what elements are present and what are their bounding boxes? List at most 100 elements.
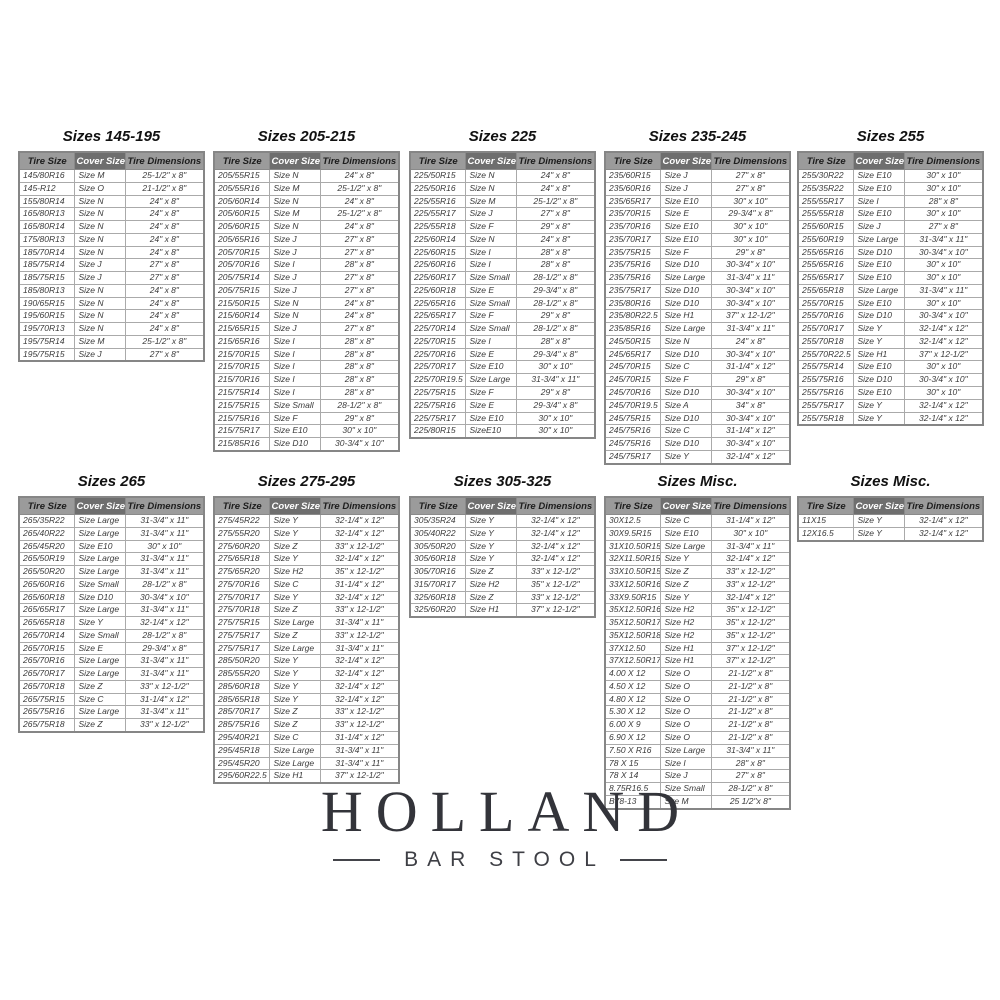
tire-dimensions-cell: 31-3/4" x 11" bbox=[319, 743, 400, 758]
table-row: 30X12.5 Size C 31-1/4" x 12" bbox=[604, 514, 791, 528]
tire-dimensions-cell: 27" x 8" bbox=[710, 169, 791, 183]
column-header-tire-size: Tire Size bbox=[409, 496, 467, 515]
tire-size-cell: 4.50 X 12 bbox=[604, 679, 662, 694]
tire-dimensions-cell: 31-3/4" x 11" bbox=[319, 616, 400, 630]
tire-dimensions-cell: 27" x 8" bbox=[124, 347, 205, 362]
tire-dimensions-cell: 30-3/4" x 10" bbox=[710, 347, 791, 362]
cover-size-cell: Size Y bbox=[465, 514, 517, 528]
tire-dimensions-cell: 24" x 8" bbox=[319, 296, 400, 311]
tire-size-cell: 255/70R18 bbox=[797, 334, 855, 349]
tire-size-cell: 235/60R16 bbox=[604, 181, 662, 196]
table-row: 255/60R15 Size J 27" x 8" bbox=[797, 220, 984, 234]
table-row: 245/70R15 Size F 29" x 8" bbox=[604, 373, 791, 388]
table-row: 245/70R19.5 Size A 34" x 8" bbox=[604, 398, 791, 413]
tire-dimensions-cell: 29-3/4" x 8" bbox=[515, 398, 596, 413]
table-row: 215/75R16 Size F 29" x 8" bbox=[213, 411, 400, 426]
column-header-tire-size: Tire Size bbox=[213, 496, 271, 515]
tire-size-cell: 265/50R19 bbox=[18, 552, 76, 567]
tire-size-cell: 145/80R16 bbox=[18, 169, 76, 183]
tire-size-cell: 235/70R16 bbox=[604, 220, 662, 234]
table-row: 30X9.5R15 Size E10 30" x 10" bbox=[604, 526, 791, 541]
cover-size-cell: Size M bbox=[74, 169, 126, 183]
cover-size-cell: Size I bbox=[269, 373, 321, 388]
tire-dimensions-cell: 31-3/4" x 11" bbox=[124, 514, 205, 528]
table-row: 175/80R13 Size N 24" x 8" bbox=[18, 232, 205, 247]
tire-size-cell: 285/50R20 bbox=[213, 654, 271, 669]
tire-size-cell: 32X11.50R15 bbox=[604, 552, 662, 567]
tire-dimensions-cell: 24" x 8" bbox=[515, 181, 596, 196]
tire-dimensions-cell: 31-3/4" x 11" bbox=[124, 654, 205, 669]
cover-size-cell: Size J bbox=[74, 258, 126, 273]
tire-dimensions-cell: 33" x 12-1/2" bbox=[515, 590, 596, 605]
tire-dimensions-cell: 37" x 12-1/2" bbox=[903, 347, 984, 362]
table-row: 265/40R22 Size Large 31-3/4" x 11" bbox=[18, 526, 205, 541]
table-row: B78-13 Ske M 25 1/2"x 8" bbox=[604, 794, 791, 810]
tire-dimensions-cell: 31-3/4" x 11" bbox=[124, 603, 205, 618]
tire-dimensions-cell: 33" x 12-1/2" bbox=[710, 565, 791, 579]
tire-size-cell: 325/60R18 bbox=[409, 590, 467, 605]
tire-size-cell: 205/55R15 bbox=[213, 169, 271, 183]
cover-size-cell: Size H1 bbox=[853, 347, 905, 362]
cover-size-cell: Size M bbox=[269, 207, 321, 222]
table-row: 215/75R17 Size E10 30" x 10" bbox=[213, 424, 400, 439]
header-row: Tire Size Cover Size Tire Dimensions bbox=[604, 496, 791, 515]
cover-size-cell: Size D10 bbox=[853, 373, 905, 388]
table-title: Sizes Misc. bbox=[850, 473, 931, 490]
tire-size-cell: 245/75R16 bbox=[604, 437, 662, 451]
column-header-cover-size: Cover Size bbox=[269, 496, 321, 515]
table-title: Sizes 275-295 bbox=[257, 473, 356, 490]
table-row: 4.80 X 12 Size O 21-1/2" x 8" bbox=[604, 692, 791, 707]
cover-size-cell: Size M bbox=[74, 334, 126, 349]
cover-size-cell: Size H2 bbox=[660, 603, 712, 618]
cover-size-cell: Size N bbox=[269, 296, 321, 311]
cover-size-cell: Size J bbox=[269, 271, 321, 285]
tire-size-cell: 255/30R22 bbox=[797, 169, 855, 183]
tire-size-cell: 245/70R15 bbox=[604, 360, 662, 375]
tire-size-cell: 35X12.50R16 bbox=[604, 603, 662, 618]
tire-dimensions-cell: 30-3/4" x 10" bbox=[710, 411, 791, 426]
table-row: 295/45R18 Size Large 31-3/4" x 11" bbox=[213, 743, 400, 758]
cover-size-cell: Size Large bbox=[853, 232, 905, 247]
table-row: 235/70R17 Size E10 30" x 10" bbox=[604, 232, 791, 247]
brand-tagline-row: BAR STOOL bbox=[0, 848, 1000, 872]
tire-dimensions-cell: 32-1/4" x 12" bbox=[515, 526, 596, 541]
tire-size-cell: 295/40R21 bbox=[213, 731, 271, 745]
column-header-tire-size: Tire Size bbox=[213, 151, 271, 170]
table-row: 225/70R19.5 Size Large 31-3/4" x 11" bbox=[409, 373, 596, 388]
tire-size-cell: 225/65R17 bbox=[409, 309, 467, 324]
tire-size-cell: 205/60R15 bbox=[213, 220, 271, 234]
cover-size-cell: Size Y bbox=[853, 334, 905, 349]
table-row: 8.75R16.5 Size Small 28-1/2" x 8" bbox=[604, 782, 791, 796]
cover-size-cell: Size O bbox=[660, 692, 712, 707]
tire-size-cell: 215/60R14 bbox=[213, 309, 271, 324]
tire-size-cell: 255/70R22.5 bbox=[797, 347, 855, 362]
tire-size-cell: 265/75R15 bbox=[18, 692, 76, 707]
tire-size-cell: 7.50 X R16 bbox=[604, 743, 662, 758]
table-row: 78 X 15 Size I 28" x 8" bbox=[604, 756, 791, 771]
table-row: 205/55R15 Size N 24" x 8" bbox=[213, 169, 400, 183]
tire-dimensions-cell: 30" x 10" bbox=[319, 424, 400, 439]
tire-size-cell: 235/85R16 bbox=[604, 322, 662, 336]
tire-dimensions-cell: 27" x 8" bbox=[319, 322, 400, 336]
tire-dimensions-cell: 30" x 10" bbox=[903, 360, 984, 375]
tire-size-cell: 255/75R18 bbox=[797, 411, 855, 426]
tire-dimensions-cell: 31-1/4" x 12" bbox=[319, 731, 400, 745]
table-row: 235/85R16 Size Large 31-3/4" x 11" bbox=[604, 322, 791, 336]
column-header-cover-size: Cover Size bbox=[74, 151, 126, 170]
table-row: 265/45R20 Size E10 30" x 10" bbox=[18, 539, 205, 554]
table-row: 225/75R16 Size E 29-3/4" x 8" bbox=[409, 398, 596, 413]
tire-size-cell: 265/60R16 bbox=[18, 577, 76, 592]
tire-dimensions-cell: 33" x 12-1/2" bbox=[124, 718, 205, 733]
cover-size-cell: Size O bbox=[660, 705, 712, 720]
table-row: 255/70R17 Size Y 32-1/4" x 12" bbox=[797, 322, 984, 336]
tire-dimensions-cell: 24" x 8" bbox=[710, 334, 791, 349]
tire-dimensions-cell: 37" x 12-1/2" bbox=[515, 603, 596, 618]
table-row: 255/30R22 Size E10 30" x 10" bbox=[797, 169, 984, 183]
table-row: 275/60R20 Size Z 33" x 12-1/2" bbox=[213, 539, 400, 554]
cover-size-cell: Size Y bbox=[853, 514, 905, 528]
tire-dimensions-cell: 32-1/4" x 12" bbox=[124, 616, 205, 630]
table-row: 255/55R18 Size E10 30" x 10" bbox=[797, 207, 984, 222]
tire-dimensions-cell: 30" x 10" bbox=[903, 207, 984, 222]
tire-size-cell: 265/65R18 bbox=[18, 616, 76, 630]
tire-dimensions-cell: 30-3/4" x 10" bbox=[710, 258, 791, 273]
